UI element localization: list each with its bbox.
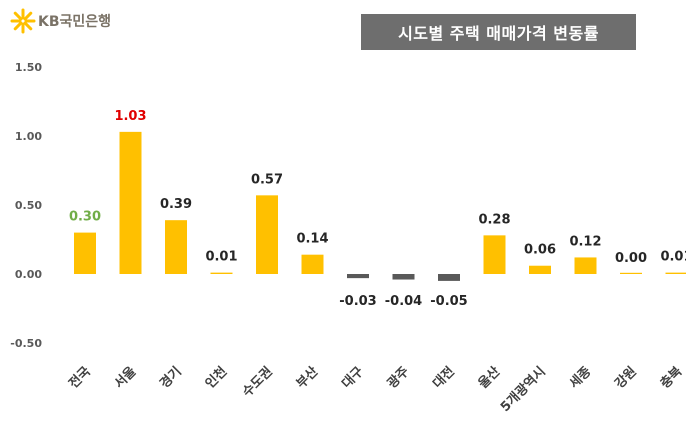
data-label: 0.00 (615, 251, 647, 266)
bar (119, 131, 142, 274)
data-label: 0.28 (478, 212, 510, 227)
category-label: 대전 (430, 364, 458, 392)
data-label: 0.39 (160, 197, 192, 212)
data-label: 0.12 (569, 234, 601, 249)
bar (347, 274, 369, 279)
category-label: 부산 (293, 363, 321, 391)
y-tick-label: 0.00 (15, 268, 42, 281)
bar (301, 254, 324, 274)
y-tick-label: 0.50 (15, 199, 42, 212)
data-labels: 0.30 1.03 0.39 0.01 0.57 0.14 -0.03 -0.04 -0.05 0… (69, 109, 686, 309)
bar (483, 235, 506, 274)
y-axis: 1.50 1.00 0.50 0.00 -0.50 (10, 61, 42, 350)
bar (392, 274, 415, 280)
data-label: 0.14 (296, 232, 328, 247)
category-label: 대구 (339, 364, 367, 392)
data-label: 0.57 (251, 172, 283, 187)
data-label: -0.05 (430, 294, 467, 309)
bar (438, 274, 460, 281)
y-tick-label: 1.00 (15, 130, 42, 143)
chart-title: 시도별 주택 매매가격 변동률 (361, 14, 636, 50)
logo-text: KB국민은행 (38, 14, 112, 30)
y-tick-label: -0.50 (10, 337, 42, 350)
data-label: 0.30 (69, 210, 101, 225)
bars (74, 131, 686, 281)
category-label: 경기 (157, 364, 185, 392)
data-label: 1.03 (114, 109, 146, 124)
bar (165, 220, 187, 274)
bar (620, 272, 642, 274)
bar (665, 272, 686, 274)
kb-star-icon (10, 8, 36, 34)
data-label: 0.06 (524, 243, 556, 258)
category-label: 전국 (66, 363, 94, 391)
category-label: 충북 (657, 363, 685, 391)
bar (74, 232, 96, 274)
category-label: 울산 (475, 363, 503, 391)
data-label: -0.03 (339, 294, 376, 309)
category-label: 인천 (202, 364, 230, 392)
category-label: 광주 (385, 364, 413, 392)
category-label: 서울 (111, 363, 139, 391)
category-label: 수도권 (240, 364, 276, 400)
data-label: -0.04 (385, 294, 422, 309)
bar (256, 195, 278, 274)
category-label: 세종 (567, 364, 595, 392)
category-label: 5개광역시 (497, 364, 549, 416)
kb-logo: KB국민은행 (10, 8, 111, 34)
category-label: 강원 (612, 364, 640, 392)
bar (210, 272, 233, 274)
data-label: 0.01 (660, 250, 686, 265)
bar (574, 257, 597, 274)
bar (529, 265, 551, 274)
y-tick-label: 1.50 (15, 61, 42, 74)
data-label: 0.01 (205, 250, 237, 265)
